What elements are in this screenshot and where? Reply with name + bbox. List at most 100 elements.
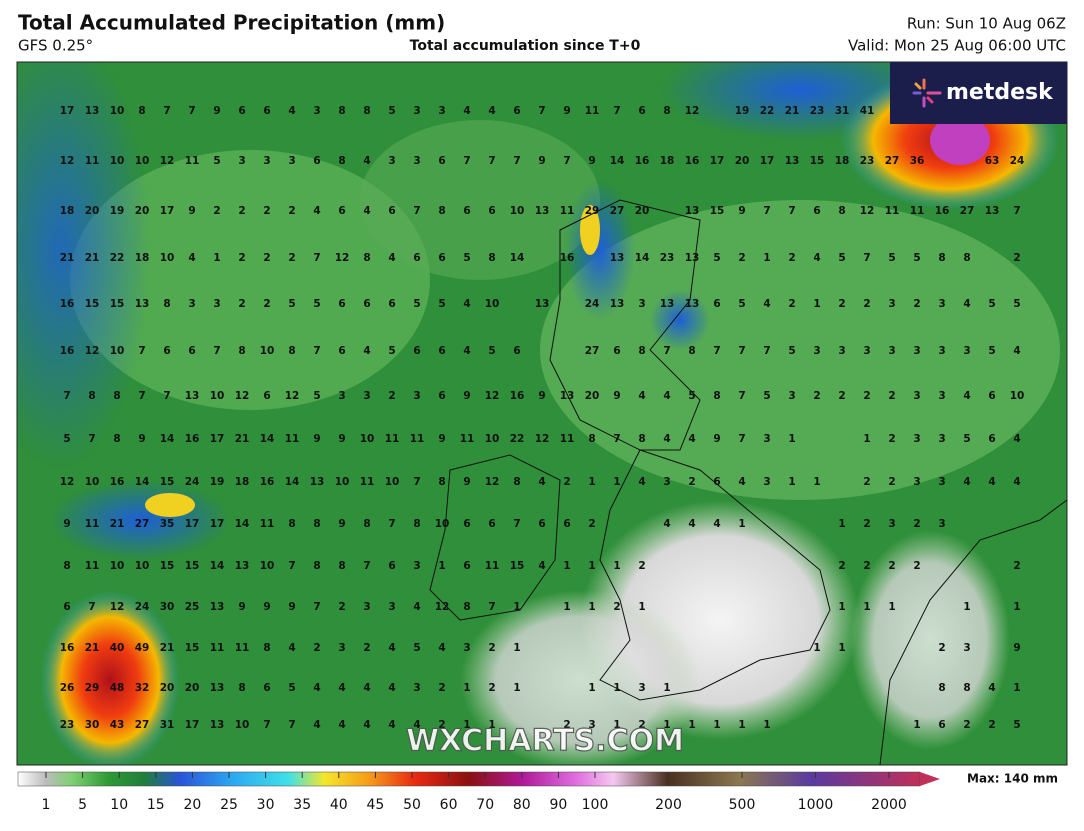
grid-value: 1 xyxy=(888,601,895,613)
colorbar-ticks: 1 5 10 15 20 25 30 35 40 45 50 60 70 80 90 100 200 500 100… xyxy=(42,772,907,813)
colorbar-tick-label: 100 xyxy=(582,797,609,813)
grid-value: 3 xyxy=(888,518,895,530)
grid-value: 3 xyxy=(763,433,770,445)
grid-value: 7 xyxy=(713,345,720,357)
grid-value: 17 xyxy=(160,205,175,217)
grid-value: 6 xyxy=(263,682,270,694)
grid-value: 1 xyxy=(838,642,845,654)
colorbar-tick-label: 2000 xyxy=(871,797,907,813)
grid-value: 3 xyxy=(413,105,420,117)
grid-value: 49 xyxy=(135,642,150,654)
grid-value: 22 xyxy=(510,433,525,445)
grid-value: 9 xyxy=(713,433,720,445)
grid-value: 11 xyxy=(85,518,100,530)
grid-value: 8 xyxy=(413,518,420,530)
grid-value: 5 xyxy=(413,298,420,310)
subtitle: Total accumulation since T+0 xyxy=(410,38,641,54)
grid-value: 13 xyxy=(685,252,700,264)
grid-value: 8 xyxy=(338,105,345,117)
grid-value: 3 xyxy=(938,476,945,488)
map-frame xyxy=(16,61,1068,766)
grid-value: 5 xyxy=(463,252,470,264)
grid-value: 4 xyxy=(388,252,395,264)
grid-value: 15 xyxy=(160,560,175,572)
grid-value: 6 xyxy=(413,252,420,264)
grid-value: 9 xyxy=(188,205,195,217)
grid-value: 6 xyxy=(438,252,445,264)
grid-value: 2 xyxy=(838,298,845,310)
grid-value: 15 xyxy=(810,155,825,167)
grid-value: 4 xyxy=(463,298,470,310)
grid-value: 7 xyxy=(488,601,495,613)
grid-value: 6 xyxy=(263,105,270,117)
grid-value: 2 xyxy=(838,390,845,402)
grid-value: 5 xyxy=(713,252,720,264)
grid-value: 8 xyxy=(438,205,445,217)
grid-value: 2 xyxy=(563,476,570,488)
grid-value: 1 xyxy=(588,476,595,488)
grid-value: 11 xyxy=(285,433,300,445)
grid-value: 27 xyxy=(585,345,600,357)
grid-value: 3 xyxy=(963,345,970,357)
grid-value: 18 xyxy=(660,155,675,167)
grid-value: 1 xyxy=(863,433,870,445)
grid-value: 6 xyxy=(988,390,995,402)
grid-value: 11 xyxy=(560,205,575,217)
grid-value: 3 xyxy=(638,682,645,694)
grid-value: 6 xyxy=(713,298,720,310)
grid-value: 2 xyxy=(488,642,495,654)
grid-value: 13 xyxy=(310,476,325,488)
grid-value: 8 xyxy=(163,298,170,310)
grid-value: 26 xyxy=(60,682,75,694)
grid-value: 2 xyxy=(863,476,870,488)
grid-value: 17 xyxy=(60,105,75,117)
colorbar-tick-label: 15 xyxy=(147,797,165,813)
grid-value: 1 xyxy=(838,518,845,530)
grid-value: 15 xyxy=(710,205,725,217)
title: Total Accumulated Precipitation (mm) xyxy=(18,11,445,35)
grid-value: 63 xyxy=(985,155,1000,167)
grid-value: 21 xyxy=(110,518,125,530)
grid-value: 4 xyxy=(538,476,545,488)
grid-value: 8 xyxy=(363,518,370,530)
grid-value: 10 xyxy=(510,205,525,217)
grid-value: 1 xyxy=(613,719,620,731)
grid-value: 2 xyxy=(788,252,795,264)
grid-value: 20 xyxy=(160,682,175,694)
grid-value: 11 xyxy=(385,433,400,445)
grid-value: 8 xyxy=(663,105,670,117)
grid-value: 1 xyxy=(513,682,520,694)
grid-value: 2 xyxy=(238,205,245,217)
grid-value: 1 xyxy=(563,601,570,613)
grid-value: 7 xyxy=(163,390,170,402)
grid-value: 7 xyxy=(138,390,145,402)
grid-value: 8 xyxy=(938,682,945,694)
max-label: Max: 140 mm xyxy=(967,772,1058,786)
grid-value: 13 xyxy=(985,205,1000,217)
grid-value: 3 xyxy=(638,298,645,310)
grid-value: 6 xyxy=(538,518,545,530)
grid-value: 16 xyxy=(935,205,950,217)
grid-value: 2 xyxy=(838,560,845,572)
grid-value: 6 xyxy=(388,560,395,572)
grid-value: 5 xyxy=(313,390,320,402)
grid-value: 3 xyxy=(588,719,595,731)
grid-value: 2 xyxy=(988,719,995,731)
grid-value: 6 xyxy=(488,205,495,217)
grid-value: 8 xyxy=(688,345,695,357)
grid-value: 5 xyxy=(988,345,995,357)
grid-value: 8 xyxy=(238,682,245,694)
grid-value: 13 xyxy=(185,390,200,402)
grid-value: 4 xyxy=(963,298,970,310)
colorbar-tick-label: 40 xyxy=(330,797,348,813)
colorbar-tick-label: 50 xyxy=(403,797,421,813)
grid-value: 15 xyxy=(510,560,525,572)
grid-value: 6 xyxy=(463,560,470,572)
grid-value: 4 xyxy=(688,433,695,445)
grid-value: 4 xyxy=(488,105,495,117)
grid-value: 2 xyxy=(438,682,445,694)
grid-value: 8 xyxy=(363,105,370,117)
grid-value: 5 xyxy=(63,433,70,445)
grid-value: 6 xyxy=(463,518,470,530)
valid: Valid: Mon 25 Aug 06:00 UTC xyxy=(848,37,1066,55)
